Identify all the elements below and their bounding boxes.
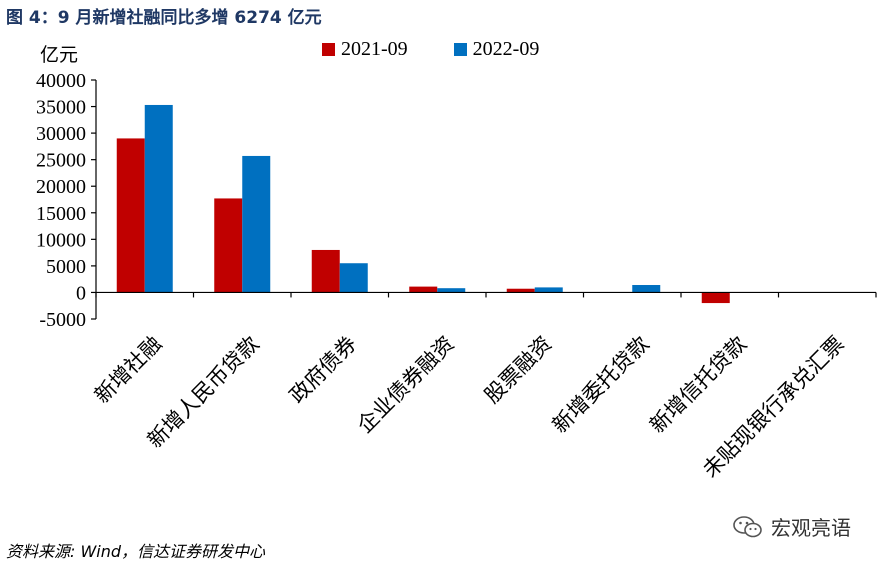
bar-2021-09-3 <box>311 249 340 293</box>
bar-2021-09-2 <box>214 198 243 293</box>
y-tick-label: 0 <box>76 282 86 304</box>
watermark: 宏观亮语 <box>733 512 851 541</box>
figure-title: 图 4：9 月新增社融同比多增 6274 亿元 <box>6 8 322 28</box>
y-tick-label: 35000 <box>36 97 86 119</box>
x-category-label: 政府债券 <box>285 332 361 408</box>
bar-2021-09-5 <box>506 288 535 293</box>
legend-label-2022-09: 2022-09 <box>472 38 540 60</box>
bar-2022-09-4 <box>437 288 466 293</box>
y-tick-label: 10000 <box>36 229 86 251</box>
source-note: 资料来源: Wind，信达证券研发中心 <box>6 542 266 561</box>
bar-2021-09-4 <box>409 286 438 293</box>
chart-legend: 2021-09 2022-09 <box>322 38 539 61</box>
legend-label-2021-09: 2021-09 <box>341 38 408 60</box>
y-tick-label: 15000 <box>36 203 86 225</box>
y-axis-unit-label: 亿元 <box>40 44 79 66</box>
legend-item-2021-09: 2021-09 <box>322 38 408 61</box>
y-tick-label: -5000 <box>39 309 86 331</box>
bar-2021-09-7 <box>701 292 730 304</box>
x-category-label: 新增社融 <box>90 332 166 408</box>
watermark-text: 宏观亮语 <box>771 516 851 540</box>
x-category-label: 新增委托贷款 <box>548 332 654 438</box>
legend-swatch-2022-09 <box>453 43 467 56</box>
y-tick-label: 5000 <box>46 256 86 278</box>
bar-2022-09-6 <box>632 285 661 293</box>
x-category-label: 股票融资 <box>480 332 556 408</box>
bar-2021-09-1 <box>116 138 145 293</box>
legend-item-2022-09: 2022-09 <box>453 38 540 61</box>
y-tick-label: 20000 <box>36 176 86 198</box>
y-tick-label: 40000 <box>36 70 86 92</box>
bar-2022-09-5 <box>534 287 563 293</box>
y-tick-label: 30000 <box>36 123 86 145</box>
wechat-icon <box>733 515 762 537</box>
legend-swatch-2021-09 <box>322 43 335 56</box>
x-category-label: 新增信托贷款 <box>645 332 751 438</box>
bar-2022-09-3 <box>339 263 368 293</box>
y-tick-label: 25000 <box>36 150 86 172</box>
bar-2022-09-2 <box>242 155 271 293</box>
bar-2022-09-1 <box>144 104 173 293</box>
x-category-label: 企业债券融资 <box>353 332 459 438</box>
